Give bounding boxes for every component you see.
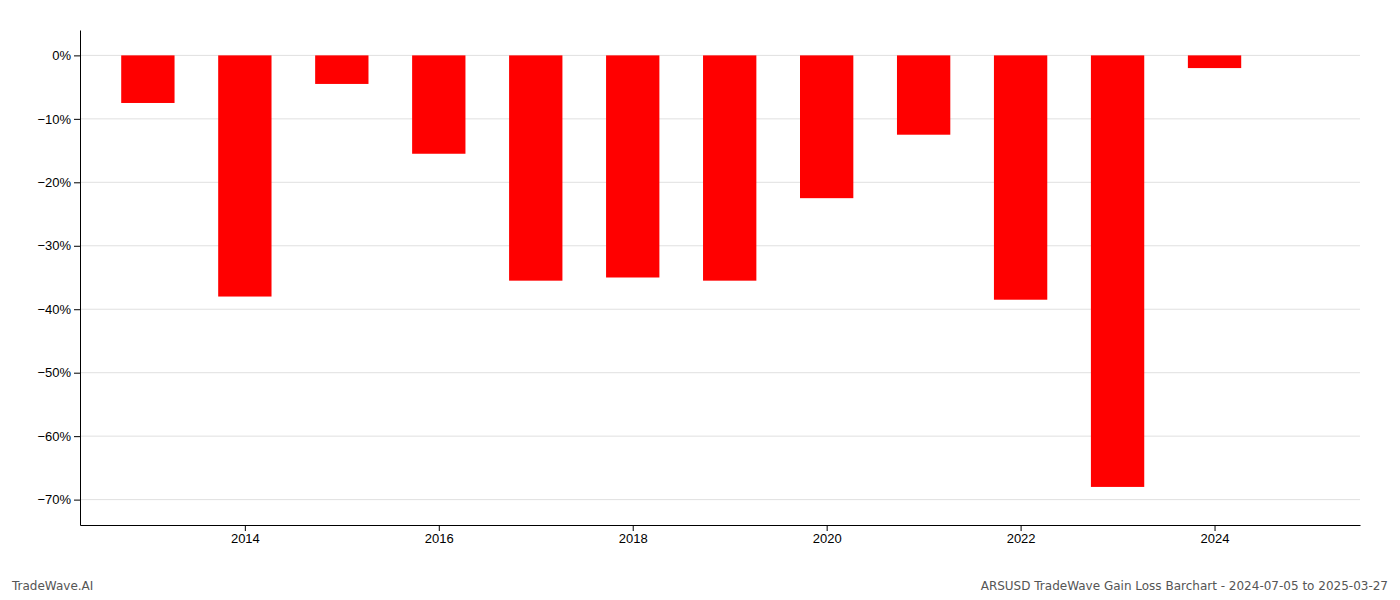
bar: [412, 55, 465, 153]
bar: [509, 55, 562, 280]
y-tick-mark: [74, 500, 80, 501]
x-tick: 2022: [1007, 525, 1036, 546]
bar: [1188, 55, 1241, 68]
y-tick-mark: [74, 373, 80, 374]
y-tick-label: −20%: [37, 175, 71, 190]
x-tick: 2020: [813, 525, 842, 546]
bar: [218, 55, 271, 296]
y-tick-label: −60%: [37, 429, 71, 444]
bars: [121, 55, 1241, 487]
y-tick: −10%: [37, 112, 80, 127]
x-tick-label: 2014: [231, 531, 260, 546]
x-axis-line: [81, 525, 1361, 526]
x-tick: 2014: [231, 525, 260, 546]
bar: [703, 55, 756, 280]
grid-line: [80, 309, 1360, 310]
bar: [897, 55, 950, 134]
grid-line: [80, 499, 1360, 500]
x-tick: 2024: [1201, 525, 1230, 546]
x-tick: 2016: [425, 525, 454, 546]
y-tick-mark: [74, 309, 80, 310]
y-tick-label: −70%: [37, 492, 71, 507]
y-tick: −50%: [37, 365, 80, 380]
plot: 2014 2016 2018 2020 2022 2024 0% −10% −20% −30% −4…: [37, 31, 1360, 547]
y-tick-mark: [74, 436, 80, 437]
y-tick-label: 0%: [52, 48, 71, 63]
y-tick: −60%: [37, 429, 80, 444]
x-tick-label: 2020: [813, 531, 842, 546]
y-tick-label: −30%: [37, 238, 71, 253]
x-tick-label: 2018: [619, 531, 648, 546]
grid-line: [80, 436, 1360, 437]
x-tick-mark: [439, 525, 440, 531]
y-tick: −40%: [37, 302, 80, 317]
bar: [315, 55, 368, 84]
chart: 2014 2016 2018 2020 2022 2024 0% −10% −20% −30% −4…: [0, 0, 1400, 600]
x-tick-label: 2016: [425, 531, 454, 546]
bar: [800, 55, 853, 198]
x-tick-mark: [633, 525, 634, 531]
x-axis: 2014 2016 2018 2020 2022 2024: [81, 525, 1361, 546]
x-tick-mark: [1021, 525, 1022, 531]
grid-line: [80, 372, 1360, 373]
y-tick-label: −40%: [37, 302, 71, 317]
bar: [121, 55, 174, 103]
y-tick-mark: [74, 246, 80, 247]
y-tick: −20%: [37, 175, 80, 190]
x-tick-mark: [827, 525, 828, 531]
y-tick: −30%: [37, 238, 80, 253]
footer-left: TradeWave.AI: [11, 579, 93, 593]
x-tick-label: 2022: [1007, 531, 1036, 546]
footer-right: ARSUSD TradeWave Gain Loss Barchart - 20…: [981, 579, 1388, 593]
y-tick-mark: [74, 119, 80, 120]
x-tick-mark: [1215, 525, 1216, 531]
x-tick: 2018: [619, 525, 648, 546]
x-tick-mark: [245, 525, 246, 531]
bar: [606, 55, 659, 277]
y-axis: 0% −10% −20% −30% −40% −50% −60% −70%: [37, 31, 80, 526]
y-tick-mark: [74, 182, 80, 183]
y-tick-label: −50%: [37, 365, 71, 380]
grid: [80, 55, 1360, 499]
y-tick-mark: [74, 55, 80, 56]
y-tick: −70%: [37, 492, 80, 507]
bar: [1091, 55, 1144, 487]
x-tick-label: 2024: [1201, 531, 1230, 546]
y-axis-line: [80, 31, 81, 526]
y-tick-label: −10%: [37, 112, 71, 127]
y-tick: 0%: [52, 48, 80, 63]
bar: [994, 55, 1047, 299]
